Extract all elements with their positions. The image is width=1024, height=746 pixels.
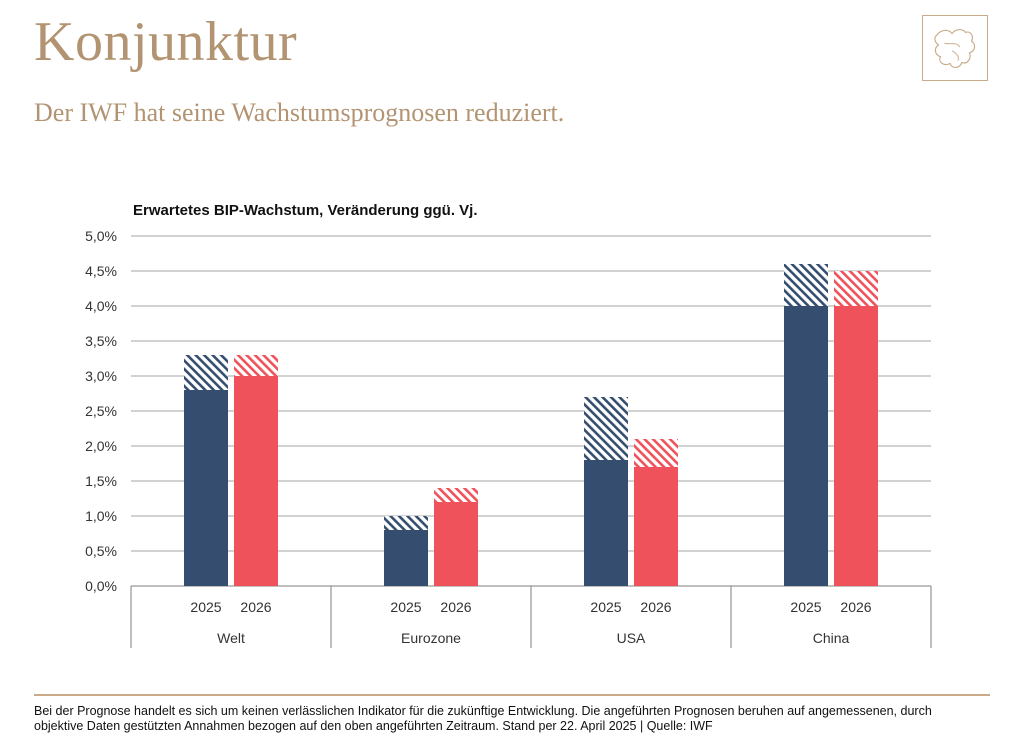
bar-reduction-china-2026 bbox=[834, 271, 878, 306]
footer-line-1: Bei der Prognose handelt es sich um kein… bbox=[34, 704, 932, 718]
bar-usa-2025 bbox=[584, 460, 628, 586]
bar-reduction-welt-2026 bbox=[234, 355, 278, 376]
bar-welt-2025 bbox=[184, 390, 228, 586]
chart-title: Erwartetes BIP-Wachstum, Veränderung ggü… bbox=[133, 202, 478, 219]
bar-eurozone-2026 bbox=[434, 502, 478, 586]
category-label: China bbox=[813, 630, 850, 646]
y-tick-label: 5,0% bbox=[85, 228, 117, 244]
bar-china-2026 bbox=[834, 306, 878, 586]
leaf-map-icon bbox=[922, 15, 988, 81]
y-tick-label: 1,0% bbox=[85, 508, 117, 524]
y-tick-label: 0,0% bbox=[85, 578, 117, 594]
bar-eurozone-2025 bbox=[384, 530, 428, 586]
x-tick-label: 2026 bbox=[440, 599, 471, 615]
x-tick-label: 2026 bbox=[240, 599, 271, 615]
category-label: USA bbox=[617, 630, 646, 646]
x-tick-label: 2025 bbox=[190, 599, 221, 615]
page-subtitle: Der IWF hat seine Wachstumsprognosen red… bbox=[34, 98, 565, 127]
footer-line-2: objektive Daten gestützten Annahmen bezo… bbox=[34, 719, 713, 733]
bar-reduction-usa-2026 bbox=[634, 439, 678, 467]
page-title: Konjunktur bbox=[34, 11, 298, 73]
x-tick-label: 2026 bbox=[640, 599, 671, 615]
y-tick-label: 2,0% bbox=[85, 438, 117, 454]
bar-usa-2026 bbox=[634, 467, 678, 586]
bar-reduction-china-2025 bbox=[784, 264, 828, 306]
bar-reduction-usa-2025 bbox=[584, 397, 628, 460]
x-tick-label: 2025 bbox=[790, 599, 821, 615]
y-tick-label: 2,5% bbox=[85, 403, 117, 419]
bar-china-2025 bbox=[784, 306, 828, 586]
bar-reduction-eurozone-2025 bbox=[384, 516, 428, 530]
x-tick-label: 2026 bbox=[840, 599, 871, 615]
y-tick-label: 3,5% bbox=[85, 333, 117, 349]
x-tick-label: 2025 bbox=[590, 599, 621, 615]
category-label: Eurozone bbox=[401, 630, 461, 646]
y-tick-label: 1,5% bbox=[85, 473, 117, 489]
y-tick-label: 0,5% bbox=[85, 543, 117, 559]
footer-disclaimer: Bei der Prognose handelt es sich um kein… bbox=[34, 704, 994, 734]
bar-reduction-eurozone-2026 bbox=[434, 488, 478, 502]
category-label: Welt bbox=[217, 630, 245, 646]
y-tick-label: 3,0% bbox=[85, 368, 117, 384]
x-tick-label: 2025 bbox=[390, 599, 421, 615]
y-tick-label: 4,5% bbox=[85, 263, 117, 279]
footer-divider bbox=[34, 694, 990, 696]
bar-welt-2026 bbox=[234, 376, 278, 586]
bar-reduction-welt-2025 bbox=[184, 355, 228, 390]
y-tick-label: 4,0% bbox=[85, 298, 117, 314]
